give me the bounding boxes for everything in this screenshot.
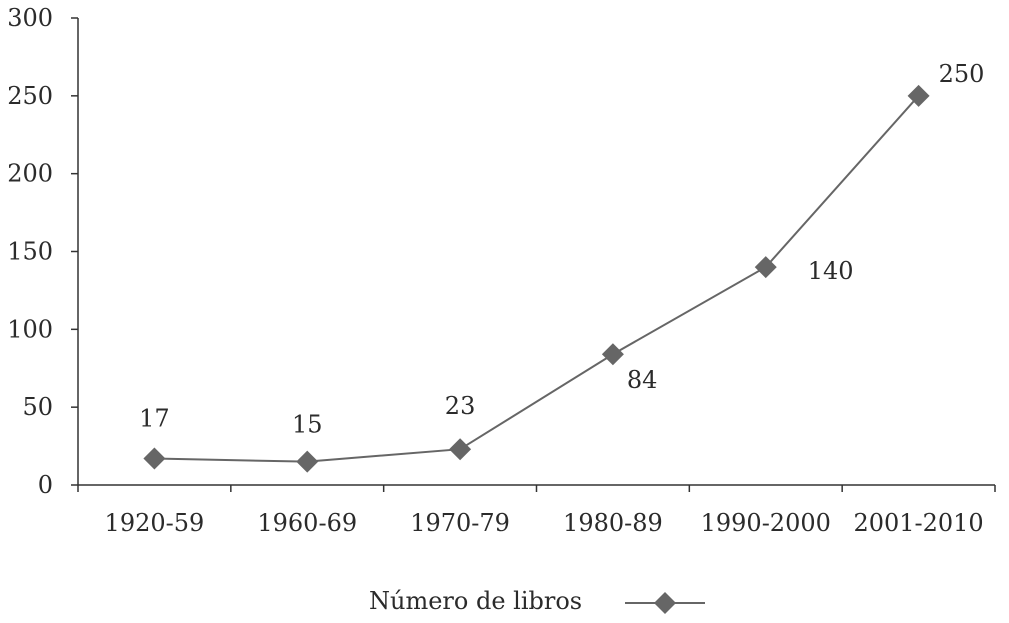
series-layer (143, 84, 930, 473)
data-point-marker (754, 256, 777, 279)
data-point-marker (143, 447, 166, 470)
data-label: 250 (939, 60, 985, 88)
x-axis: 1920-59 1960-69 1970-79 1980-89 1990-2000 200… (77, 484, 996, 537)
y-tick-label: 250 (7, 82, 53, 110)
data-point-marker (449, 438, 472, 461)
y-tick-label: 300 (7, 4, 53, 32)
y-tick-label: 100 (7, 315, 53, 343)
x-tick-label: 1960-69 (257, 509, 357, 537)
data-point-marker (601, 343, 624, 366)
y-tick-label: 50 (22, 393, 53, 421)
y-tick-label: 0 (38, 471, 53, 499)
x-tick-label: 1990-2000 (701, 509, 831, 537)
data-point-marker (296, 450, 319, 473)
legend-marker (654, 592, 676, 614)
x-tick-label: 1920-59 (105, 509, 205, 537)
data-label: 15 (292, 411, 323, 439)
y-tick-label: 200 (7, 160, 53, 188)
data-label: 84 (627, 366, 658, 394)
data-label: 140 (808, 257, 854, 285)
x-tick-label: 1970-79 (410, 509, 510, 537)
y-axis: 0 50 100 150 200 250 300 (7, 4, 79, 499)
data-label: 23 (445, 392, 476, 420)
data-labels: 17 15 23 84 140 250 (139, 60, 984, 439)
data-point-marker (907, 84, 930, 107)
series-line (154, 95, 920, 463)
y-tick-label: 150 (7, 238, 53, 266)
data-label: 17 (139, 405, 170, 433)
legend: Número de libros (369, 587, 705, 615)
x-tick-label: 1980-89 (563, 509, 663, 537)
legend-label: Número de libros (369, 587, 582, 615)
x-tick-label: 2001-2010 (853, 509, 983, 537)
